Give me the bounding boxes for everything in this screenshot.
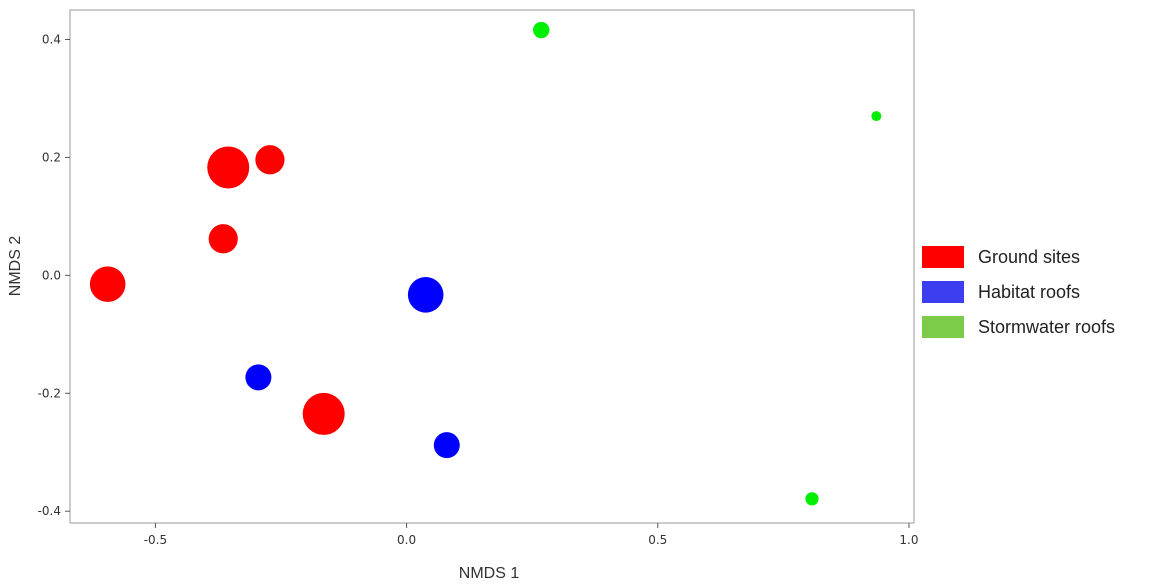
- data-point-habitat-roofs: [407, 277, 444, 313]
- legend-label-stormwater-roofs: Stormwater roofs: [978, 317, 1115, 337]
- legend-swatch-ground-sites: [922, 246, 964, 268]
- y-tick-label: -0.2: [38, 386, 61, 400]
- legend-swatch-stormwater-roofs: [922, 316, 964, 338]
- data-point-ground-sites: [302, 392, 345, 435]
- legend-label-ground-sites: Ground sites: [978, 247, 1080, 267]
- plot-frame: [69, 9, 915, 524]
- data-point-ground-sites: [208, 224, 238, 254]
- x-axis-title: NMDS 1: [459, 565, 520, 582]
- legend-label-habitat-roofs: Habitat roofs: [978, 282, 1080, 302]
- data-point-stormwater-roofs: [871, 111, 882, 122]
- x-tick-label: 0.5: [648, 533, 667, 547]
- y-tick-label: 0.0: [42, 268, 61, 282]
- legend: Ground sites Habitat roofs Stormwater roof…: [922, 246, 1115, 338]
- data-point-stormwater-roofs: [533, 21, 550, 39]
- y-tick-label: -0.4: [38, 504, 61, 518]
- y-tick-label: 0.2: [42, 150, 61, 164]
- data-point-habitat-roofs: [433, 432, 460, 459]
- x-tick-label: 1.0: [899, 533, 918, 547]
- data-point-ground-sites: [255, 145, 285, 175]
- x-tick-label: -0.5: [144, 533, 167, 547]
- x-tick-label: 0.0: [397, 533, 416, 547]
- y-tick-label: 0.4: [42, 32, 61, 46]
- legend-swatch-habitat-roofs: [922, 281, 964, 303]
- data-point-stormwater-roofs: [805, 492, 819, 506]
- data-point-ground-sites: [89, 266, 126, 302]
- plot-layer: -0.5 0.0 0.5 1.0 -0.4 -0.2 0.0 0.2 0.4: [38, 9, 919, 547]
- y-axis-title: NMDS 2: [7, 236, 24, 297]
- data-point-ground-sites: [207, 146, 250, 189]
- data-point-habitat-roofs: [245, 364, 272, 391]
